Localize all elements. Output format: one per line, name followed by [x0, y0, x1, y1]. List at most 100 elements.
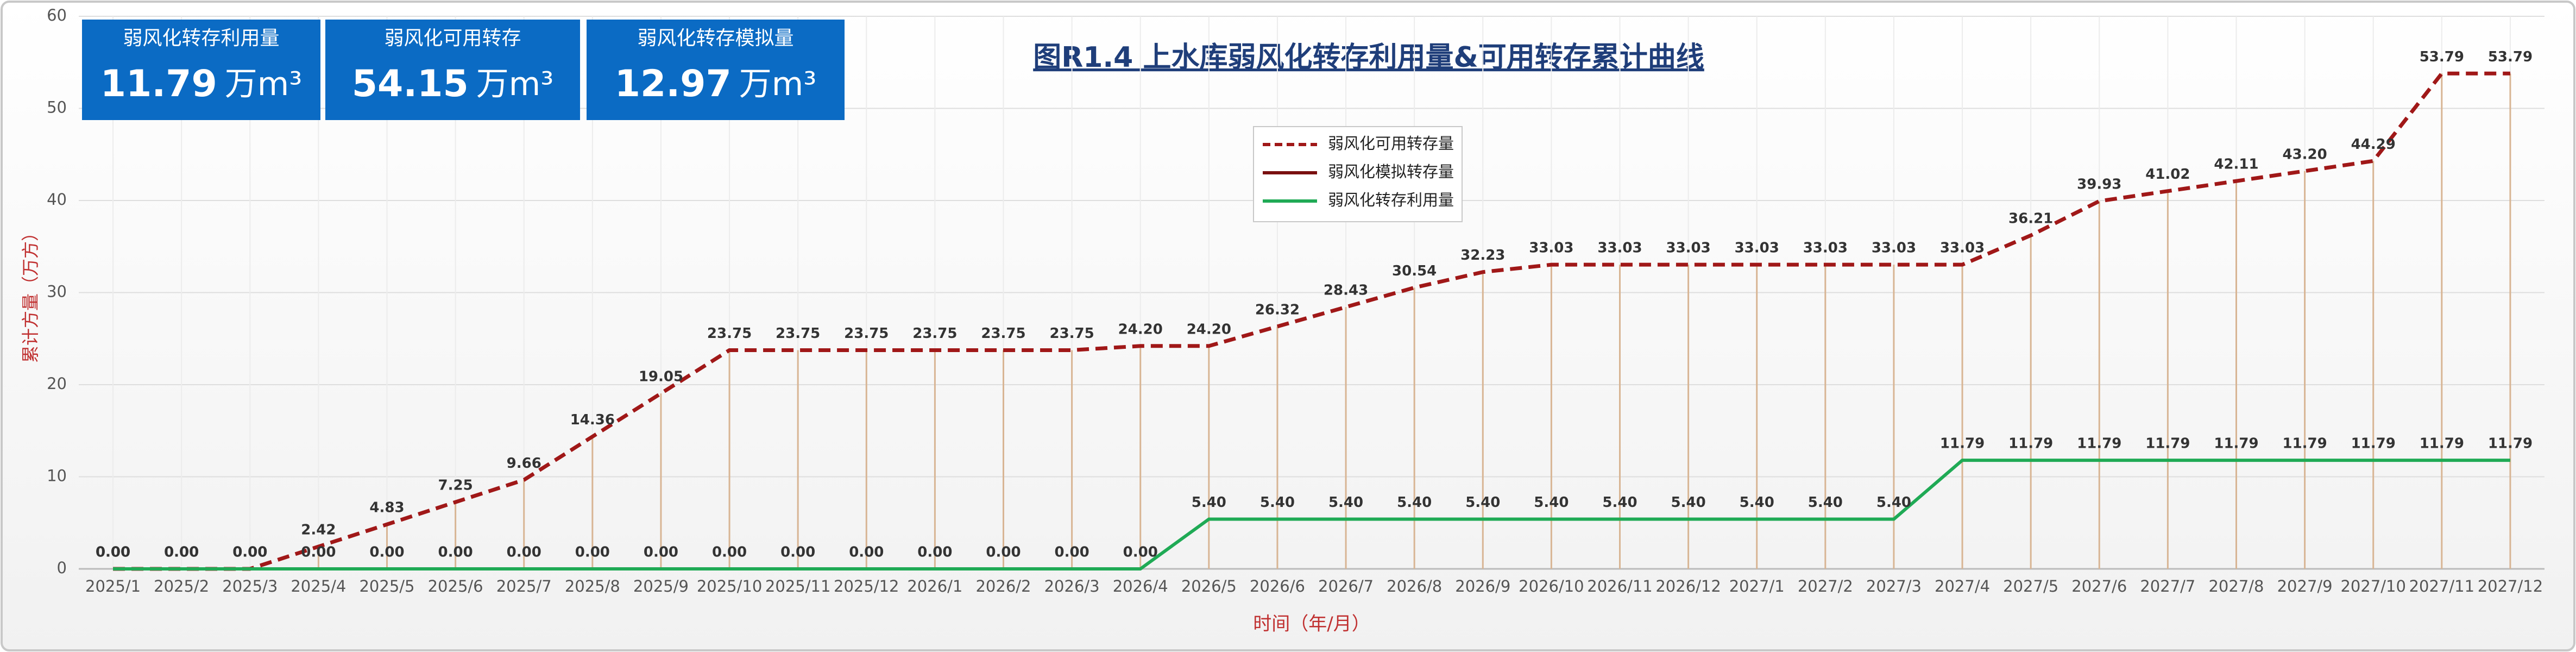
data-label: 19.05	[639, 369, 683, 385]
y-tick-label: 0	[57, 559, 67, 577]
x-tick-label: 2027/5	[2003, 577, 2058, 595]
kpi-number: 11.79	[100, 62, 217, 105]
data-label: 11.79	[2351, 436, 2396, 452]
data-label: 4.83	[369, 500, 404, 516]
kpi-label: 弱风化转存模拟量	[637, 27, 793, 49]
x-tick-label: 2025/6	[428, 577, 483, 595]
data-label: 0.00	[780, 544, 815, 561]
data-label: 11.79	[2488, 436, 2533, 452]
data-label: 11.79	[1940, 436, 1985, 452]
x-tick-label: 2025/10	[697, 577, 762, 595]
kpi-value: 11.79 万m³	[100, 62, 303, 105]
data-label: 0.00	[575, 544, 610, 561]
x-tick-label: 2026/4	[1113, 577, 1168, 595]
data-label: 30.54	[1392, 263, 1437, 279]
data-label: 33.03	[1803, 240, 1848, 256]
data-label: 9.66	[507, 455, 541, 472]
y-axis-label: 累计方量（万方）	[20, 224, 41, 363]
kpi-unit: 万m³	[225, 65, 303, 103]
data-label: 5.40	[1397, 494, 1432, 511]
kpi-label: 弱风化转存利用量	[123, 27, 279, 49]
data-label: 23.75	[844, 325, 889, 342]
data-label: 26.32	[1255, 302, 1300, 318]
data-label: 28.43	[1324, 283, 1368, 299]
x-tick-label: 2026/5	[1181, 577, 1237, 595]
data-label: 5.40	[1192, 494, 1226, 511]
data-label: 23.75	[981, 325, 1025, 342]
data-label: 7.25	[438, 478, 473, 494]
data-label: 0.00	[849, 544, 884, 561]
x-tick-label: 2025/7	[496, 577, 552, 595]
data-label: 0.00	[164, 544, 199, 561]
series-line	[113, 71, 2510, 571]
x-tick-label: 2027/12	[2478, 577, 2543, 595]
kpi-box	[587, 20, 845, 120]
x-tick-label: 2027/3	[1866, 577, 1922, 595]
x-tick-label: 2027/4	[1935, 577, 1990, 595]
y-tick-label: 60	[47, 6, 67, 24]
data-label: 2.42	[301, 522, 336, 538]
legend-label: 弱风化可用转存量	[1328, 134, 1454, 153]
data-label: 0.00	[438, 544, 473, 561]
data-label: 5.40	[1260, 494, 1295, 511]
data-label: 24.20	[1187, 321, 1231, 337]
x-tick-label: 2025/3	[222, 577, 278, 595]
data-label: 0.00	[96, 544, 130, 561]
x-tick-label: 2025/2	[154, 577, 209, 595]
y-tick-label: 20	[47, 374, 67, 393]
x-tick-label: 2026/1	[907, 577, 962, 595]
data-label: 0.00	[986, 544, 1021, 561]
data-label: 33.03	[1735, 240, 1779, 256]
kpi-value: 12.97 万m³	[615, 62, 817, 105]
data-label: 0.00	[917, 544, 952, 561]
legend-label: 弱风化模拟转存量	[1328, 162, 1454, 181]
kpi-label: 弱风化可用转存	[384, 27, 521, 49]
x-tick-label: 2025/8	[565, 577, 620, 595]
data-label: 33.03	[1666, 240, 1710, 256]
data-label: 36.21	[2008, 211, 2053, 227]
data-label: 53.79	[2488, 49, 2533, 65]
x-tick-label: 2026/9	[1455, 577, 1510, 595]
data-label: 5.40	[1876, 494, 1911, 511]
data-label: 11.79	[2145, 436, 2190, 452]
data-label: 5.40	[1534, 494, 1569, 511]
x-tick-label: 2026/10	[1519, 577, 1584, 595]
data-label: 33.03	[1940, 240, 1985, 256]
data-label: 0.00	[644, 544, 678, 561]
data-label: 11.79	[2077, 436, 2121, 452]
data-label: 0.00	[507, 544, 541, 561]
x-tick-label: 2026/2	[975, 577, 1031, 595]
x-tick-label: 2027/7	[2140, 577, 2195, 595]
kpi-box	[325, 20, 580, 120]
data-label: 0.00	[164, 544, 199, 561]
x-tick-label: 2026/7	[1318, 577, 1374, 595]
x-tick-label: 2025/9	[633, 577, 689, 595]
x-tick-label: 2025/4	[291, 577, 346, 595]
x-tick-label: 2026/6	[1250, 577, 1305, 595]
kpi-unit: 万m³	[739, 65, 817, 103]
kpi-box	[82, 20, 320, 120]
x-tick-label: 2025/12	[834, 577, 899, 595]
data-label: 23.75	[1049, 325, 1094, 342]
x-tick-label: 2026/11	[1587, 577, 1652, 595]
data-label: 41.02	[2145, 166, 2190, 183]
data-label: 0.00	[232, 544, 267, 561]
data-label: 23.75	[912, 325, 957, 342]
data-label: 0.00	[1055, 544, 1089, 561]
x-axis-label: 时间（年/月）	[1253, 613, 1370, 635]
x-tick-label: 2027/8	[2208, 577, 2264, 595]
x-tick-label: 2027/2	[1798, 577, 1853, 595]
data-label: 0.00	[712, 544, 747, 561]
data-label: 33.03	[1529, 240, 1573, 256]
kpi-number: 54.15	[352, 62, 469, 105]
data-label: 0.00	[232, 544, 267, 561]
x-tick-label: 2025/5	[359, 577, 414, 595]
data-label: 43.20	[2282, 146, 2327, 162]
data-label: 24.20	[1118, 321, 1163, 337]
data-label: 39.93	[2077, 177, 2121, 193]
y-tick-label: 40	[47, 190, 67, 209]
x-tick-label: 2027/1	[1729, 577, 1785, 595]
data-label: 11.79	[2420, 436, 2464, 452]
data-label: 23.75	[707, 325, 752, 342]
